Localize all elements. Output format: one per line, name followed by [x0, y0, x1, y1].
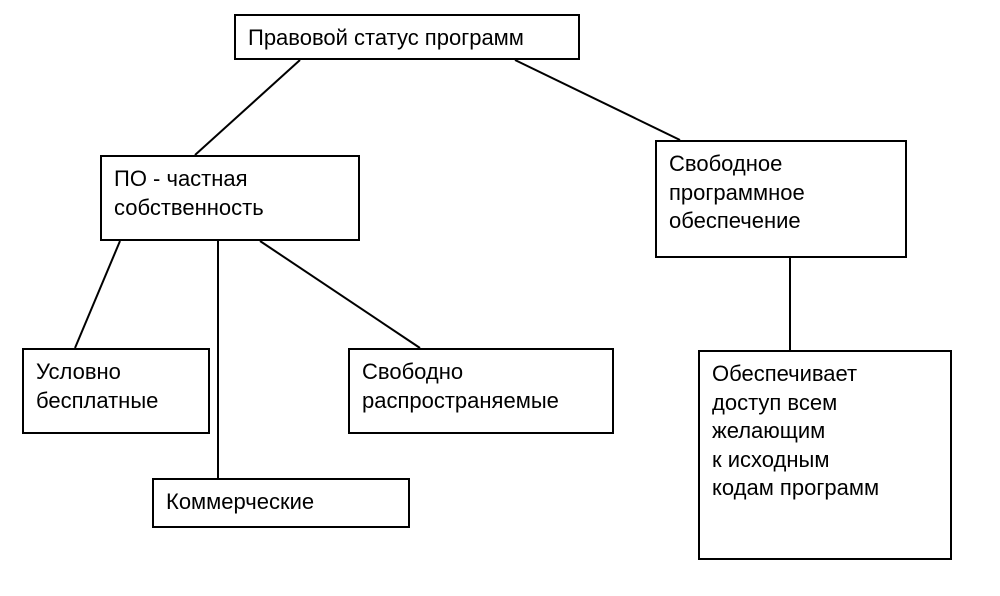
node-leaf-freely-distributed: Свободно распространяемые	[348, 348, 614, 434]
node-right-label: Свободное программное обеспечение	[669, 150, 805, 236]
node-right: Свободное программное обеспечение	[655, 140, 907, 258]
node-leaf-commercial-label: Коммерческие	[166, 488, 314, 517]
node-root-label: Правовой статус программ	[248, 24, 524, 53]
node-leaf-conditional-label: Условно бесплатные	[36, 358, 158, 415]
node-leaf-conditional: Условно бесплатные	[22, 348, 210, 434]
node-leaf-freely-distributed-label: Свободно распространяемые	[362, 358, 559, 415]
node-leaf-commercial: Коммерческие	[152, 478, 410, 528]
node-leaf-source-access: Обеспечивает доступ всем желающим к исхо…	[698, 350, 952, 560]
node-left: ПО - частная собственность	[100, 155, 360, 241]
node-left-label: ПО - частная собственность	[114, 165, 264, 222]
node-root: Правовой статус программ	[234, 14, 580, 60]
node-leaf-source-access-label: Обеспечивает доступ всем желающим к исхо…	[712, 360, 879, 503]
